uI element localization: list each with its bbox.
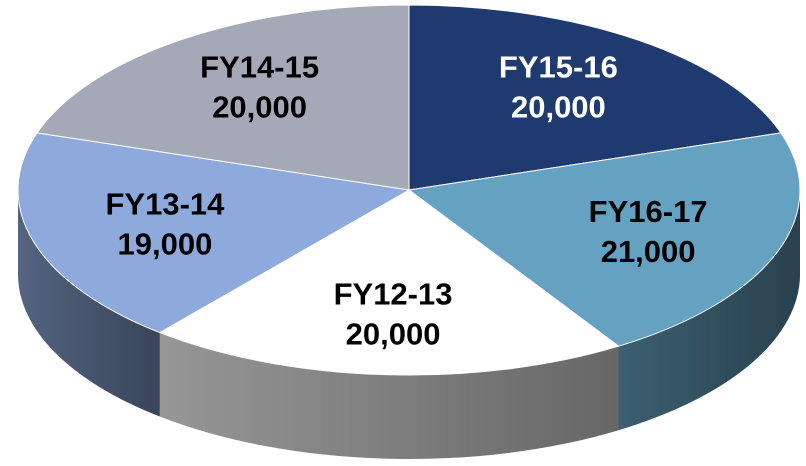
pie-labels: FY15-16 20,000 FY16-17 21,000 FY12-13 20,000 F…	[105, 49, 707, 351]
slice-category-label: FY15-16	[499, 49, 618, 84]
slice-side-shade	[18, 190, 160, 417]
slice	[17, 132, 411, 334]
slice-value-label: 19,000	[118, 226, 213, 261]
slice	[407, 132, 801, 347]
slice-category-label: FY16-17	[589, 194, 708, 229]
slice-category-label: FY13-14	[105, 186, 225, 221]
slice-value-label: 20,000	[212, 89, 307, 124]
slice-value-label: 21,000	[601, 234, 696, 269]
slice	[36, 4, 410, 191]
slice-value-label: 20,000	[346, 317, 441, 352]
slice	[408, 4, 782, 191]
slice-category-label: FY14-15	[200, 49, 319, 84]
slice	[158, 189, 620, 376]
pie-tops	[17, 4, 801, 376]
slice-category-label: FY12-13	[334, 277, 453, 312]
slice-value-label: 20,000	[511, 89, 606, 124]
slice-side-shade	[618, 190, 800, 431]
